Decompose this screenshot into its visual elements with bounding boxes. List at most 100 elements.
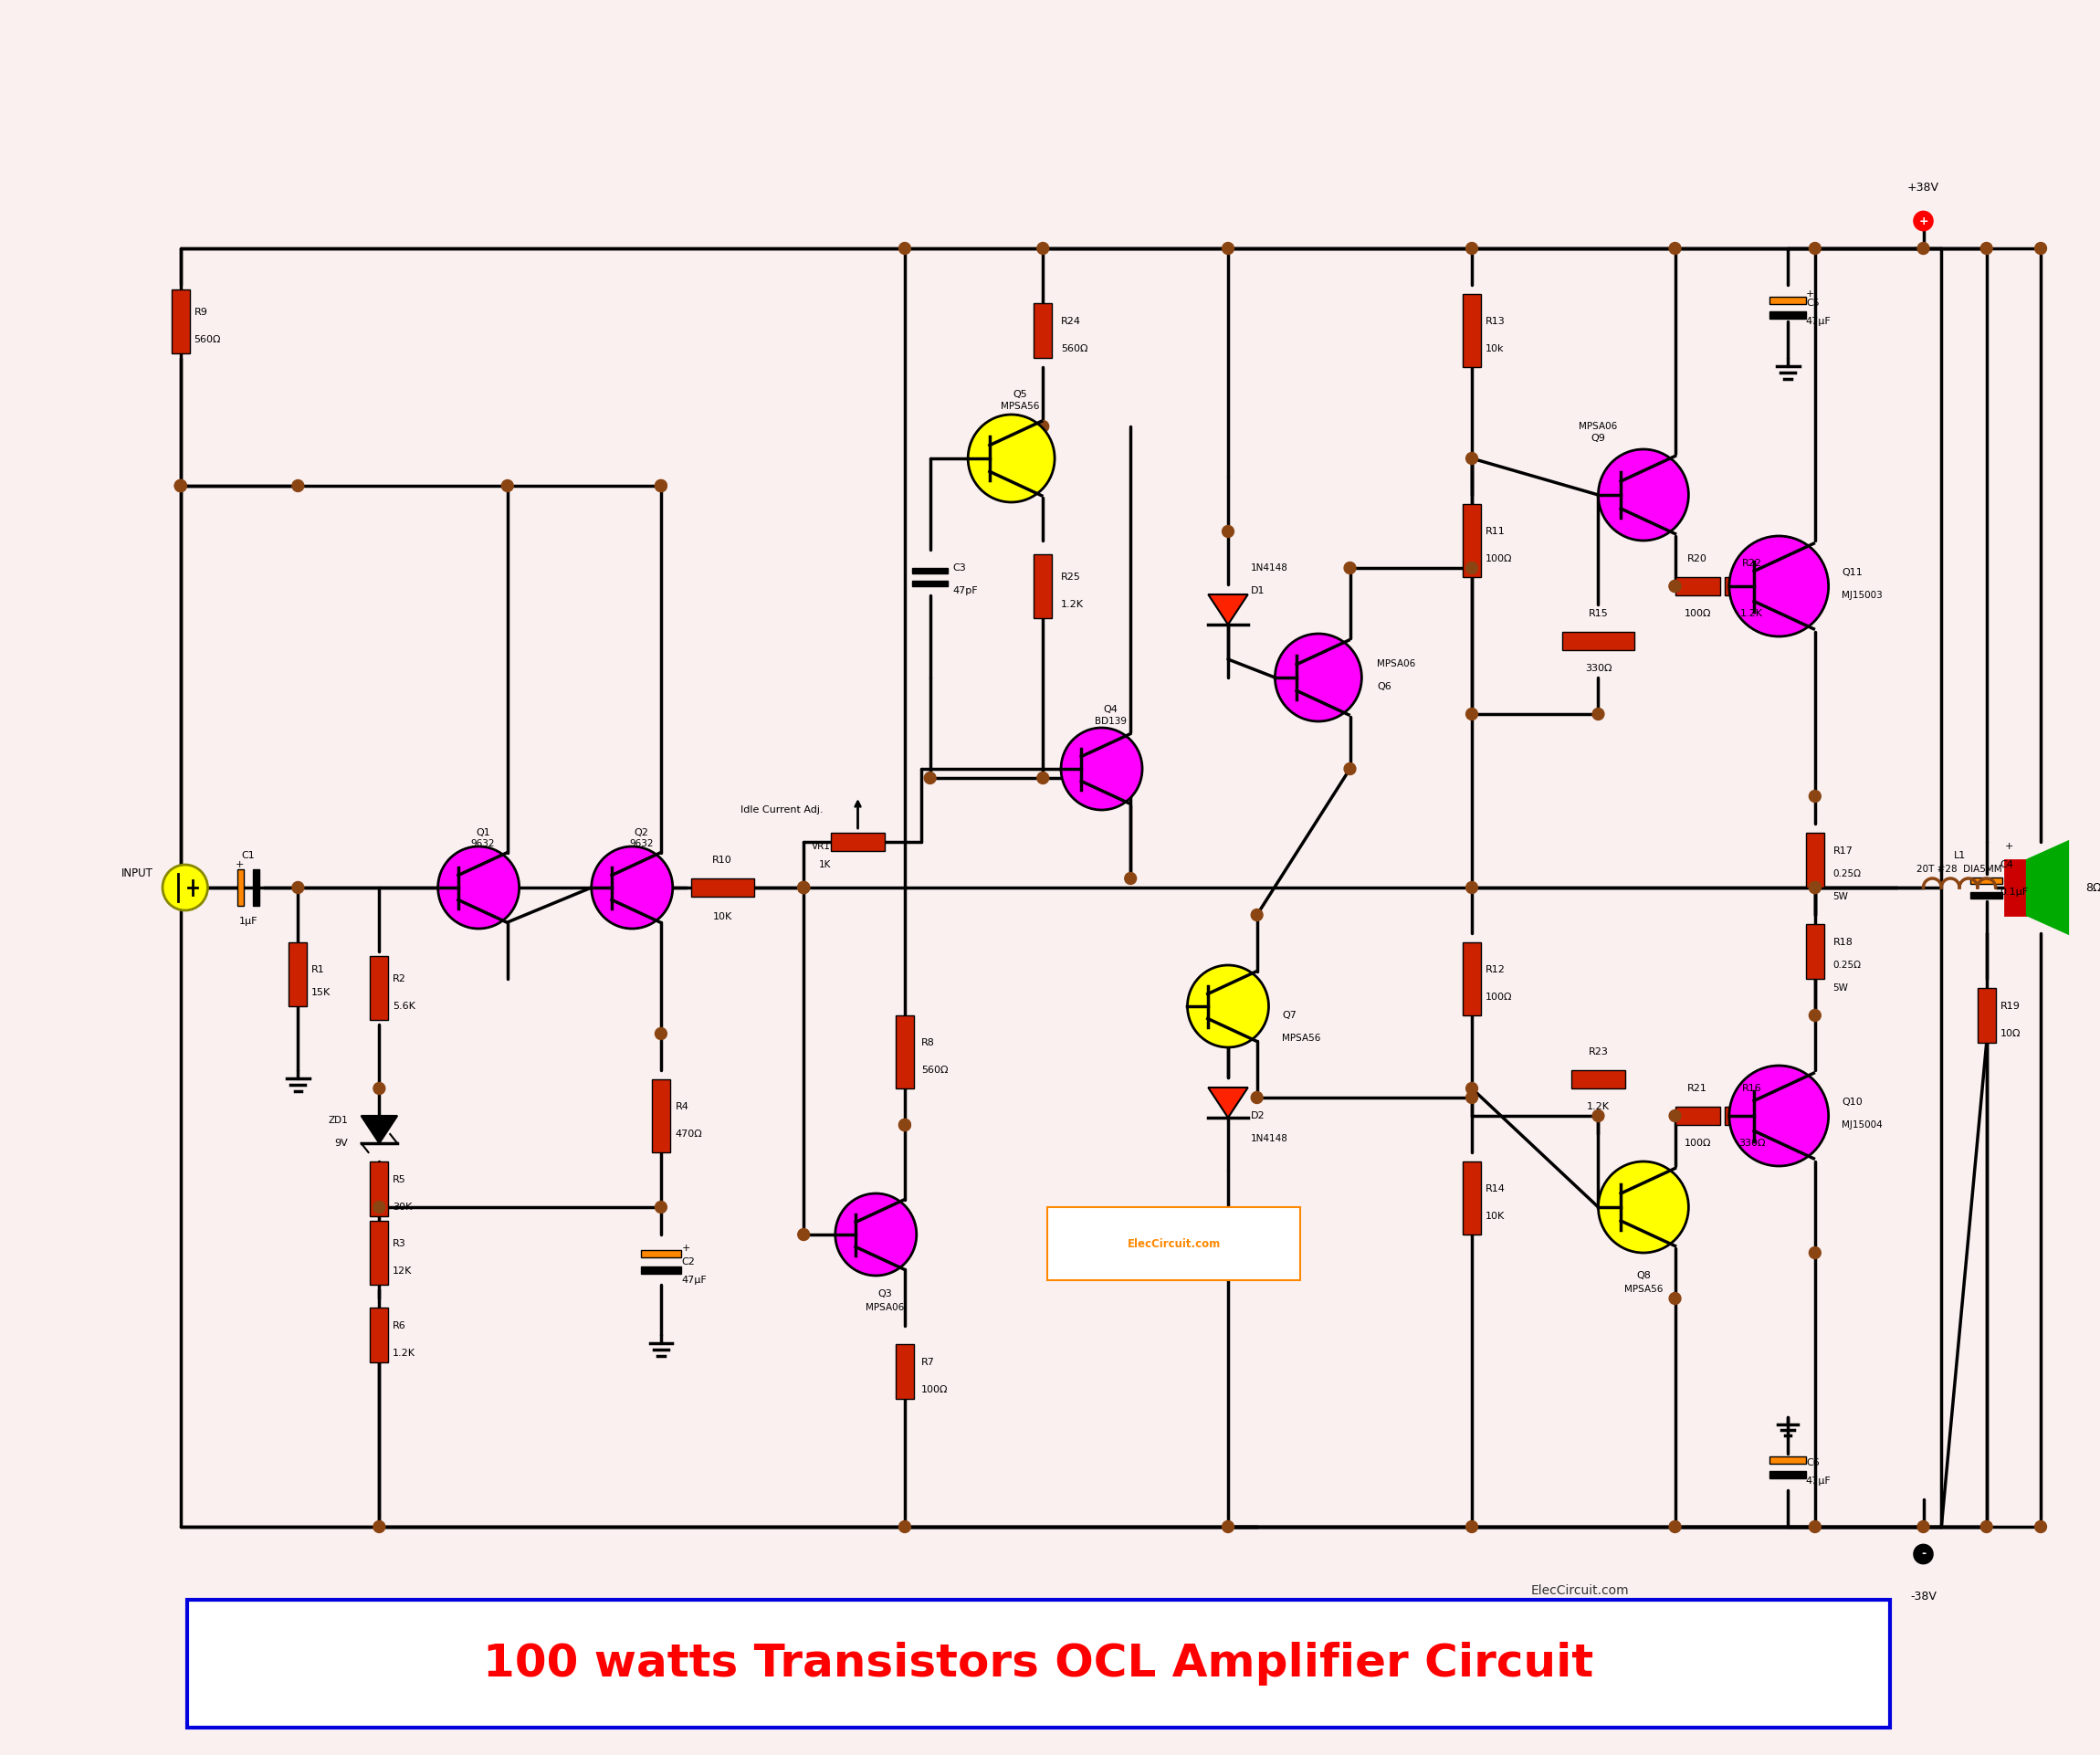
Circle shape bbox=[2035, 1522, 2047, 1532]
Circle shape bbox=[1808, 881, 1821, 893]
Circle shape bbox=[1728, 1065, 1829, 1165]
Circle shape bbox=[174, 881, 187, 893]
Text: 5W: 5W bbox=[1833, 983, 1848, 993]
Circle shape bbox=[1808, 1009, 1821, 1021]
Text: Q1: Q1 bbox=[477, 828, 489, 837]
Polygon shape bbox=[361, 1116, 397, 1143]
Circle shape bbox=[1186, 965, 1268, 1048]
Text: 1.2K: 1.2K bbox=[1060, 600, 1084, 609]
Circle shape bbox=[1037, 772, 1048, 784]
Bar bbox=[1724, 1107, 1779, 1125]
Text: R12: R12 bbox=[1485, 965, 1506, 974]
Circle shape bbox=[1670, 581, 1680, 591]
Text: 100Ω: 100Ω bbox=[1485, 555, 1512, 563]
Bar bbox=[1770, 1471, 1806, 1478]
Text: R2: R2 bbox=[393, 974, 407, 983]
Circle shape bbox=[1037, 242, 1048, 254]
Text: 100 watts Transistors OCL Amplifier Circuit: 100 watts Transistors OCL Amplifier Circ… bbox=[483, 1641, 1594, 1685]
Circle shape bbox=[1466, 1083, 1478, 1095]
Text: Q6: Q6 bbox=[1378, 683, 1392, 691]
Text: Q3: Q3 bbox=[878, 1290, 892, 1299]
Text: 47μF: 47μF bbox=[682, 1276, 708, 1285]
Bar bbox=[290, 942, 307, 1006]
Text: 100Ω: 100Ω bbox=[1485, 993, 1512, 1002]
Text: MPSA06: MPSA06 bbox=[1579, 421, 1617, 432]
Circle shape bbox=[1222, 525, 1235, 537]
Circle shape bbox=[1466, 881, 1478, 893]
Text: R24: R24 bbox=[1060, 318, 1082, 326]
Circle shape bbox=[1344, 562, 1357, 574]
Circle shape bbox=[1466, 562, 1478, 574]
Text: 100Ω: 100Ω bbox=[1684, 1139, 1712, 1148]
Text: Q9: Q9 bbox=[1592, 433, 1606, 442]
Bar bbox=[1562, 632, 1634, 649]
Circle shape bbox=[899, 1120, 911, 1130]
Text: VR1: VR1 bbox=[813, 842, 832, 851]
Text: 1μF: 1μF bbox=[239, 916, 258, 927]
Circle shape bbox=[1670, 1109, 1680, 1121]
Bar bbox=[1978, 988, 1995, 1042]
Text: 1.2K: 1.2K bbox=[1588, 1102, 1611, 1111]
Circle shape bbox=[1060, 728, 1142, 809]
Text: Idle Current Adj.: Idle Current Adj. bbox=[741, 806, 823, 814]
Circle shape bbox=[1466, 1092, 1478, 1104]
Text: R20: R20 bbox=[1688, 555, 1707, 563]
Text: +: + bbox=[1806, 290, 1814, 298]
Bar bbox=[1970, 878, 2001, 883]
Circle shape bbox=[798, 881, 808, 893]
Text: 9V: 9V bbox=[334, 1139, 349, 1148]
Circle shape bbox=[1917, 242, 1930, 254]
Circle shape bbox=[1592, 1109, 1604, 1121]
Text: 560Ω: 560Ω bbox=[1060, 344, 1088, 353]
Circle shape bbox=[899, 1522, 911, 1532]
Circle shape bbox=[1808, 881, 1821, 893]
Circle shape bbox=[1126, 872, 1136, 885]
Text: ElecCircuit.com: ElecCircuit.com bbox=[1531, 1585, 1630, 1597]
Text: 47pF: 47pF bbox=[953, 586, 979, 595]
Circle shape bbox=[1915, 212, 1932, 230]
Text: Q7: Q7 bbox=[1283, 1011, 1296, 1020]
Text: R11: R11 bbox=[1485, 526, 1506, 535]
Text: C3: C3 bbox=[953, 563, 966, 572]
Text: 47μF: 47μF bbox=[1806, 1476, 1831, 1486]
Circle shape bbox=[1252, 1092, 1262, 1104]
Text: R18: R18 bbox=[1833, 937, 1852, 948]
Text: +38V: +38V bbox=[1907, 183, 1938, 193]
Text: 330Ω: 330Ω bbox=[1739, 1139, 1766, 1148]
Text: +: + bbox=[235, 860, 244, 869]
Text: R17: R17 bbox=[1833, 846, 1852, 856]
Bar bbox=[1464, 1162, 1480, 1234]
Text: 470Ω: 470Ω bbox=[676, 1130, 704, 1139]
Text: R22: R22 bbox=[1741, 558, 1762, 569]
Bar bbox=[1724, 577, 1779, 595]
Text: R3: R3 bbox=[393, 1239, 405, 1248]
Text: 1.2K: 1.2K bbox=[393, 1348, 416, 1358]
Text: 100Ω: 100Ω bbox=[1684, 609, 1712, 618]
Circle shape bbox=[924, 772, 937, 784]
Circle shape bbox=[899, 242, 911, 254]
Text: R7: R7 bbox=[922, 1358, 934, 1367]
Text: C6: C6 bbox=[1806, 1458, 1819, 1467]
Text: INPUT: INPUT bbox=[122, 869, 153, 879]
Circle shape bbox=[374, 1200, 384, 1213]
Text: R9: R9 bbox=[193, 307, 208, 318]
Text: R1: R1 bbox=[311, 965, 326, 974]
Text: ElecCircuit.com: ElecCircuit.com bbox=[1128, 1237, 1220, 1250]
Text: R13: R13 bbox=[1485, 318, 1506, 326]
Text: C4: C4 bbox=[1999, 860, 2014, 869]
Text: D1: D1 bbox=[1252, 586, 1264, 595]
Circle shape bbox=[1466, 707, 1478, 720]
Text: R14: R14 bbox=[1485, 1185, 1506, 1193]
Circle shape bbox=[1592, 707, 1604, 720]
Text: R16: R16 bbox=[1741, 1085, 1762, 1093]
Text: 0.25Ω: 0.25Ω bbox=[1833, 869, 1861, 879]
Circle shape bbox=[655, 1200, 668, 1213]
Bar bbox=[1806, 834, 1825, 888]
Text: MPSA56: MPSA56 bbox=[1283, 1034, 1321, 1042]
Circle shape bbox=[439, 846, 519, 928]
Text: 10K: 10K bbox=[712, 913, 733, 921]
Circle shape bbox=[1808, 242, 1821, 254]
Text: 1K: 1K bbox=[819, 860, 832, 869]
Circle shape bbox=[1917, 1522, 1930, 1532]
Text: Q10: Q10 bbox=[1842, 1097, 1863, 1107]
